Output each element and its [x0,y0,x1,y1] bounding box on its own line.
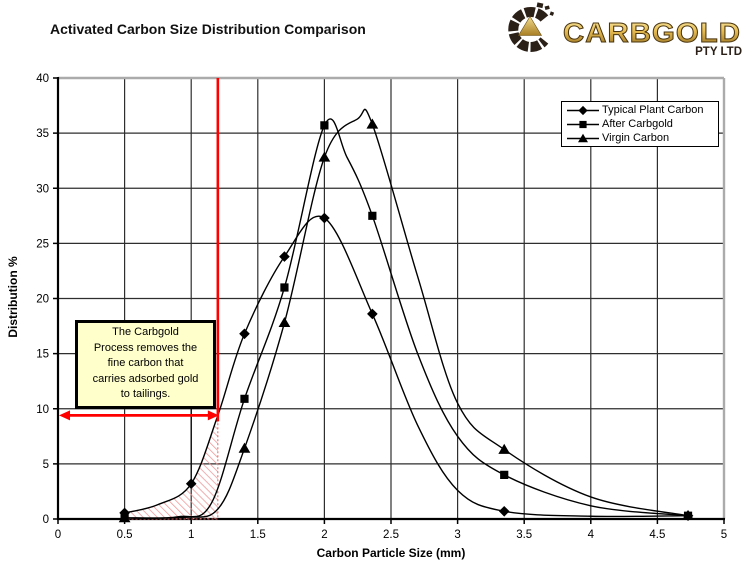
marker-triangle [366,118,379,129]
y-tick-label: 10 [36,404,49,416]
y-tick-label: 15 [36,349,49,361]
y-tick-label: 35 [36,128,49,140]
callout-line: The Carbgold [112,326,179,338]
x-tick-label: 1.5 [250,529,266,541]
arrowhead-right-icon [207,410,219,421]
marker-triangle [278,316,291,328]
marker-square [368,211,377,220]
x-tick-label: 1 [188,529,194,541]
x-tick-label: 2.5 [383,529,399,541]
marker-square [320,121,329,130]
x-tick-label: 0 [55,529,61,541]
logo-subtitle: PTY LTD [695,46,742,58]
legend-diamond-icon [567,105,599,115]
callout-line: fine carbon that [107,357,184,369]
marker-triangle [238,442,251,453]
legend-square-icon [567,120,599,128]
legend-item-3: Virgin Carbon [566,131,714,145]
legend: Typical Plant Carbon After Carbgold Virgin… [561,101,719,147]
callout-line: carries adsorbed gold [92,372,199,385]
marker-triangle [682,509,694,520]
x-tick-label: 3.5 [516,529,532,541]
callout-line: to tailings. [120,388,171,400]
marker-triangle [498,443,511,454]
callout-line: Process removes the [93,341,198,354]
carbgold-logo-graphic: CARBGOLD PTY LTD [508,2,742,58]
legend-label: Typical Plant Carbon [602,104,704,116]
marker-diamond [185,478,197,490]
marker-square [280,283,289,292]
y-tick-label: 40 [36,73,49,85]
x-tick-label: 5 [721,529,727,541]
carbgold-logo: CARBGOLD PTY LTD [506,2,750,60]
y-tick-label: 20 [36,294,49,306]
legend-label: After Carbgold [602,118,673,130]
marker-square [500,470,509,479]
x-tick-label: 2 [321,529,327,541]
marker-diamond [498,505,510,517]
legend-item-2: After Carbgold [566,117,714,131]
chart-title: Activated Carbon Size Distribution Compa… [50,21,366,37]
marker-square [240,394,249,403]
marker-triangle [118,512,131,523]
y-tick-label: 25 [36,238,49,250]
x-tick-label: 4 [588,529,595,541]
marker-diamond [319,212,330,224]
x-tick-label: 0.5 [117,529,133,541]
marker-diamond [367,308,378,320]
x-tick-label: 3 [454,529,460,541]
y-tick-label: 0 [43,514,49,526]
marker-triangle [318,151,331,162]
x-tick-label: 4.5 [649,529,665,541]
legend-item-1: Typical Plant Carbon [566,103,714,117]
marker-diamond [239,328,250,340]
y-tick-label: 5 [43,459,49,471]
y-tick-label: 30 [36,183,49,195]
logo-company-name: CARBGOLD [563,17,741,48]
legend-label: Virgin Carbon [602,132,670,144]
carbgold-emblem-icon [508,2,555,52]
x-axis-title: Carbon Particle Size (mm) [316,546,466,560]
hatched-fine-carbon-area [124,415,219,520]
marker-diamond [279,251,290,262]
legend-triangle-icon [567,133,599,142]
arrowhead-left-icon [59,410,70,421]
annotation-callout: The Carbgold Process removes the fine ca… [75,320,216,409]
